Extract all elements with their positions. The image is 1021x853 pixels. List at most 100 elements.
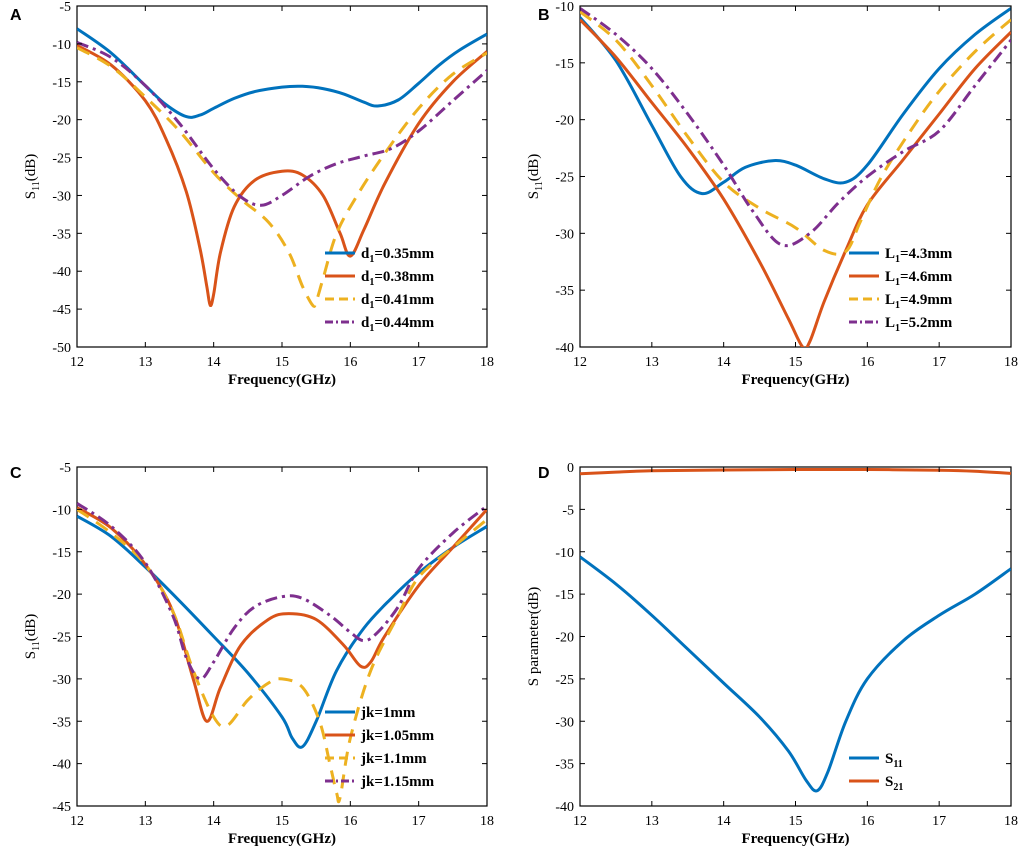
legend-label-4-sub: 1 bbox=[895, 323, 900, 334]
legend-label-3: L1=4.9mm bbox=[885, 292, 953, 311]
y-axis-label-group: S parameter(dB) bbox=[526, 587, 542, 687]
series-group bbox=[580, 7, 1011, 347]
x-axis-label: Frequency(GHz) bbox=[228, 831, 336, 847]
y-tick-label: -25 bbox=[52, 631, 71, 646]
y-axis-label: S parameter(dB) bbox=[526, 587, 542, 687]
panel-letter: B bbox=[538, 7, 550, 24]
y-tick-label: -40 bbox=[555, 341, 574, 356]
series-line-2 bbox=[77, 506, 487, 723]
legend-label-1-sub: 1 bbox=[369, 254, 374, 265]
y-axis-label-main: S bbox=[526, 191, 542, 199]
legend-label-1-main: S bbox=[885, 751, 893, 767]
y-tick-label: -35 bbox=[52, 715, 71, 730]
legend-label-2-main: jk=1.05mm bbox=[360, 728, 435, 744]
y-tick-label: -20 bbox=[555, 114, 574, 129]
y-tick-label: -35 bbox=[555, 284, 574, 299]
y-tick-label: -35 bbox=[52, 227, 71, 242]
legend-label-4-tail: =0.44mm bbox=[374, 315, 434, 331]
x-axis-label: Frequency(GHz) bbox=[228, 372, 336, 388]
y-tick-label: -10 bbox=[52, 38, 71, 53]
x-tick-label: 13 bbox=[138, 814, 152, 829]
legend-label-1-main: d bbox=[361, 246, 370, 262]
legend-label-1-tail: =0.35mm bbox=[374, 246, 434, 262]
legend-label-1-sub: 11 bbox=[893, 759, 902, 770]
legend-label-2-sub: 21 bbox=[893, 782, 903, 793]
panel-D: D 12 13 14 15 16 17 18 0 -5 -10 -15 -20 -25 -30 -35 -40 F… bbox=[526, 461, 1018, 847]
legend-label-1-tail: =4.3mm bbox=[900, 246, 953, 262]
legend-label-1-main: L bbox=[885, 246, 895, 262]
legend-label-4: jk=1.15mm bbox=[360, 774, 435, 790]
x-tick-label: 14 bbox=[717, 355, 731, 370]
y-axis-label: S11(dB) bbox=[23, 614, 42, 659]
y-tick-label: -15 bbox=[52, 76, 71, 91]
series-line-1 bbox=[77, 27, 487, 119]
legend-label-4-sub: 1 bbox=[369, 323, 374, 334]
legend-label-2-main: d bbox=[361, 269, 370, 285]
y-axis-label-sub: 11 bbox=[534, 181, 545, 191]
legend-label-4-main: jk=1.15mm bbox=[360, 774, 435, 790]
y-tick-label: -5 bbox=[59, 461, 71, 476]
series-line-4 bbox=[77, 502, 487, 681]
legend-label-1-main: jk=1mm bbox=[360, 705, 416, 721]
y-tick-label: -30 bbox=[52, 189, 71, 204]
legend-label-4-tail: =5.2mm bbox=[900, 315, 953, 331]
x-tick-label: 14 bbox=[717, 814, 731, 829]
y-axis-label-tail: (dB) bbox=[526, 154, 542, 182]
series-line-4 bbox=[580, 7, 1011, 248]
legend-label-2-tail: =4.6mm bbox=[900, 269, 953, 285]
legend-label-2-sub: 1 bbox=[369, 277, 374, 288]
y-tick-label: -10 bbox=[52, 503, 71, 518]
x-tick-label: 13 bbox=[645, 814, 659, 829]
legend-label-3-tail: =0.41mm bbox=[374, 292, 434, 308]
panel-letter: A bbox=[10, 7, 22, 24]
legend-label-1: jk=1mm bbox=[360, 705, 416, 721]
legend-label-3-sub: 1 bbox=[895, 300, 900, 311]
legend-label-2: jk=1.05mm bbox=[360, 728, 435, 744]
y-tick-label: -40 bbox=[52, 758, 71, 773]
x-tick-label: 12 bbox=[70, 355, 84, 370]
legend-label-1: S11 bbox=[885, 751, 903, 770]
x-tick-label: 12 bbox=[573, 355, 587, 370]
panel-C: C 12 13 14 15 16 17 18 -5 -10 -15 -20 -25 -30 -35 -40 -4… bbox=[10, 461, 494, 847]
legend-label-3-sub: 1 bbox=[369, 300, 374, 311]
series-line-2 bbox=[77, 44, 487, 308]
legend-label-3-main: L bbox=[885, 292, 895, 308]
legend-label-3-main: jk=1.1mm bbox=[360, 751, 427, 767]
legend-label-4: L1=5.2mm bbox=[885, 315, 953, 334]
y-axis-label-main: S bbox=[23, 191, 39, 199]
series-group bbox=[77, 502, 487, 804]
legend-label-3: jk=1.1mm bbox=[360, 751, 427, 767]
x-tick-label: 12 bbox=[573, 814, 587, 829]
y-axis-label: S11(dB) bbox=[23, 154, 42, 199]
panel-A: A 12 13 14 15 16 17 18 -5 -10 -15 -20 -25 -30 -35 -40 -4… bbox=[10, 0, 494, 388]
y-tick-label: -15 bbox=[555, 57, 574, 72]
y-tick-label: 0 bbox=[567, 461, 574, 476]
legend-label-1-sub: 1 bbox=[895, 254, 900, 265]
x-tick-label: 17 bbox=[412, 814, 426, 829]
legend: jk=1mm jk=1.05mm jk=1.1mm jk=1.15mm bbox=[325, 705, 435, 790]
x-tick-label: 16 bbox=[343, 814, 357, 829]
legend-label-1: L1=4.3mm bbox=[885, 246, 953, 265]
panel-B: B 12 13 14 15 16 17 18 -10 -15 -20 -25 -30 -35 -40 Freq… bbox=[526, 0, 1018, 388]
x-tick-label: 17 bbox=[412, 355, 426, 370]
legend-label-2: d1=0.38mm bbox=[361, 269, 435, 288]
y-axis-label-group: S11(dB) bbox=[23, 614, 42, 659]
x-tick-label: 15 bbox=[275, 814, 289, 829]
y-tick-label: -5 bbox=[59, 0, 71, 15]
y-axis-label: S11(dB) bbox=[526, 154, 545, 199]
y-tick-label: -10 bbox=[555, 0, 574, 15]
y-tick-label: -20 bbox=[52, 114, 71, 129]
legend-label-1: d1=0.35mm bbox=[361, 246, 435, 265]
legend-label-3-tail: =4.9mm bbox=[900, 292, 953, 308]
y-tick-label: -30 bbox=[555, 227, 574, 242]
x-tick-label: 18 bbox=[480, 355, 494, 370]
x-axis-label: Frequency(GHz) bbox=[741, 372, 849, 388]
y-axis-label-tail: (dB) bbox=[23, 154, 39, 182]
series-line-2 bbox=[580, 18, 1011, 347]
x-tick-label: 14 bbox=[207, 355, 221, 370]
x-tick-label: 12 bbox=[70, 814, 84, 829]
x-tick-label: 14 bbox=[207, 814, 221, 829]
legend-label-3-main: d bbox=[361, 292, 370, 308]
y-tick-label: -30 bbox=[555, 715, 574, 730]
